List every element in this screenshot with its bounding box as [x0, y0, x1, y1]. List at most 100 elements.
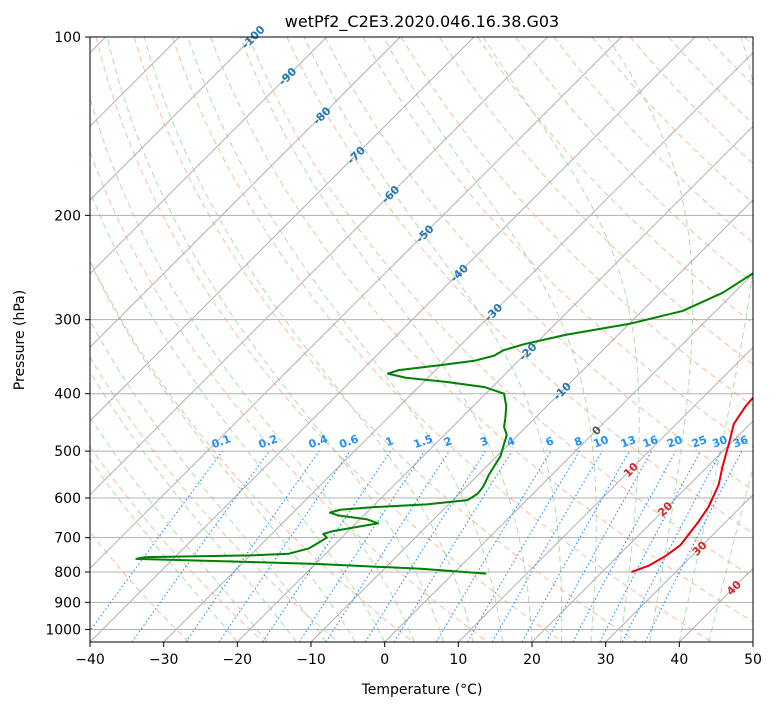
isotherm-line — [457, 346, 753, 642]
y-tick-label: 1000 — [45, 622, 81, 638]
moist-adiabat — [90, 260, 356, 642]
isotherm-line — [90, 37, 254, 201]
mixing-ratio-line — [572, 450, 677, 642]
x-tick-label: 0 — [380, 652, 389, 668]
mixing-ratio-label: 0.4 — [307, 432, 330, 451]
moist-adiabat — [90, 319, 327, 642]
chart-title: wetPf2_C2E3.2020.046.16.38.G03 — [285, 12, 559, 32]
mixing-ratio-line — [644, 450, 743, 642]
y-tick-label: 300 — [54, 313, 81, 329]
mixing-ratio-label: 30 — [710, 433, 729, 451]
moist-adiabat — [90, 458, 238, 642]
moist-adiabat — [143, 37, 474, 642]
isotherm-line — [90, 37, 549, 496]
x-tick-label: 20 — [523, 652, 541, 668]
y-tick-label: 700 — [54, 531, 81, 547]
isotherm-line — [384, 272, 753, 642]
dry-adiabat — [90, 445, 264, 642]
x-tick-label: −40 — [75, 652, 105, 668]
moist-adiabat — [90, 189, 386, 642]
temperature-profile — [631, 396, 753, 573]
dry-adiabat — [90, 356, 339, 642]
dry-adiabat — [248, 37, 753, 578]
y-tick-label: 500 — [54, 444, 81, 460]
mixing-ratio-line — [298, 450, 425, 642]
moist-adiabat — [482, 37, 640, 642]
mixing-ratio-line — [218, 450, 351, 642]
mixing-ratio-line — [521, 450, 630, 642]
mixing-ratio-label: 3 — [478, 434, 490, 449]
background-lines — [90, 37, 753, 642]
y-tick-label: 900 — [54, 595, 81, 611]
y-tick-label: 800 — [54, 565, 81, 581]
x-tick-label: 50 — [744, 652, 762, 668]
mixing-ratio-label: 10 — [592, 433, 611, 451]
dry-adiabat — [324, 37, 753, 491]
isotherm-line — [90, 37, 622, 570]
isotherm-line — [90, 37, 696, 642]
mixing-ratio-label: 8 — [572, 434, 584, 449]
y-axis: 100 200 300 400 500 600 700 800 900 1000 — [45, 30, 90, 638]
x-axis: −40 −30 −20 −10 0 10 20 30 40 50 — [75, 642, 762, 668]
x-tick-label: 30 — [597, 652, 615, 668]
y-tick-label: 400 — [54, 387, 81, 403]
mixing-ratio-line — [325, 450, 450, 642]
y-tick-label: 200 — [54, 208, 81, 224]
mixing-ratio-label: 4 — [505, 434, 517, 449]
x-tick-label: −10 — [296, 652, 326, 668]
mixing-ratio-label: 2 — [442, 434, 454, 449]
mixing-ratio-line — [90, 450, 223, 632]
isotherm-line — [90, 37, 475, 422]
mixing-ratio-label: 0.1 — [210, 432, 233, 451]
y-axis-title: Pressure (hPa) — [12, 290, 28, 390]
isotherm-line — [236, 125, 753, 642]
mixing-ratio-label: 1 — [384, 434, 396, 449]
isotherm-line — [605, 493, 753, 642]
mixing-ratio-label: 13 — [619, 433, 638, 450]
x-tick-label: 40 — [670, 652, 688, 668]
y-tick-label: 600 — [54, 491, 81, 507]
mixing-ratio-label: 20 — [665, 433, 684, 451]
dry-adiabat — [210, 37, 753, 623]
moist-adiabat — [678, 37, 753, 642]
mixing-ratio-label: 6 — [544, 434, 556, 449]
moist-adiabat — [708, 466, 753, 642]
isotherm-line — [163, 51, 753, 642]
isotherm-line — [90, 37, 328, 275]
dry-adiabat — [95, 37, 563, 642]
isotherm-line — [531, 420, 753, 642]
mixing-ratio-label: 0.6 — [338, 432, 361, 451]
moist-adiabat — [187, 37, 504, 642]
mixing-ratio-line — [262, 450, 392, 642]
mixing-ratio-line — [131, 450, 270, 642]
mixing-ratio-line — [185, 450, 320, 642]
mixing-ratio-label: 1.5 — [412, 432, 435, 451]
mixing-ratio-line — [393, 450, 513, 642]
x-tick-label: −30 — [149, 652, 179, 668]
dry-adiabat — [439, 37, 753, 366]
moist-adiabat — [106, 37, 445, 642]
y-tick-label: 100 — [54, 30, 81, 46]
moist-adiabat — [303, 37, 563, 642]
dry-adiabat — [90, 150, 488, 642]
mixing-ratio-label: 25 — [690, 433, 709, 450]
moist-adiabat — [239, 37, 533, 642]
mixing-ratio-label: 36 — [731, 433, 750, 451]
x-tick-label: 10 — [449, 652, 467, 668]
plot-frame — [89, 36, 754, 643]
mixing-ratio-label: 16 — [641, 433, 660, 451]
moist-adiabat — [383, 37, 597, 642]
dry-adiabat — [133, 37, 638, 642]
isotherm-line — [310, 199, 753, 642]
moist-adiabat — [607, 37, 694, 642]
x-axis-title: Temperature (°C) — [361, 682, 483, 698]
dewpoint-profile — [135, 272, 753, 575]
mixing-ratio-line — [545, 450, 653, 642]
profiles — [135, 272, 753, 575]
x-tick-label: −20 — [223, 652, 253, 668]
moist-adiabat — [90, 370, 297, 642]
dry-adiabat — [477, 37, 753, 325]
mixing-ratio-label: 0.2 — [257, 432, 280, 451]
